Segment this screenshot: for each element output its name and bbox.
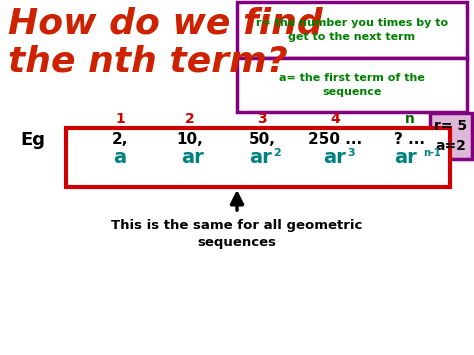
Text: 2: 2 [273,147,281,158]
Text: n-1: n-1 [423,147,441,158]
Text: This is the same for all geometric
sequences: This is the same for all geometric seque… [111,219,363,249]
Text: ar: ar [250,148,273,167]
Text: ? ...: ? ... [394,131,426,147]
Text: 2: 2 [185,112,195,126]
Text: the nth term?: the nth term? [8,45,288,79]
Text: 4: 4 [330,112,340,126]
Text: ar: ar [395,148,418,167]
FancyBboxPatch shape [237,58,467,112]
Text: n: n [405,112,415,126]
Text: a: a [113,148,127,167]
FancyBboxPatch shape [430,113,472,159]
Text: How do we find: How do we find [8,7,323,41]
FancyBboxPatch shape [237,2,467,58]
Text: ar: ar [182,148,204,167]
Text: ar: ar [324,148,346,167]
Text: 2,: 2, [112,131,128,147]
Text: r= the number you times by to
get to the next term: r= the number you times by to get to the… [256,18,448,42]
Text: 10,: 10, [177,131,203,147]
Text: 250 ...: 250 ... [308,131,362,147]
Text: r= 5
a=2: r= 5 a=2 [435,119,467,153]
Text: 1: 1 [115,112,125,126]
Text: 3: 3 [257,112,267,126]
Text: Eg: Eg [20,131,45,149]
Text: 50,: 50, [248,131,275,147]
Text: a= the first term of the
sequence: a= the first term of the sequence [279,73,425,97]
Text: 3: 3 [347,147,355,158]
FancyBboxPatch shape [66,128,450,187]
